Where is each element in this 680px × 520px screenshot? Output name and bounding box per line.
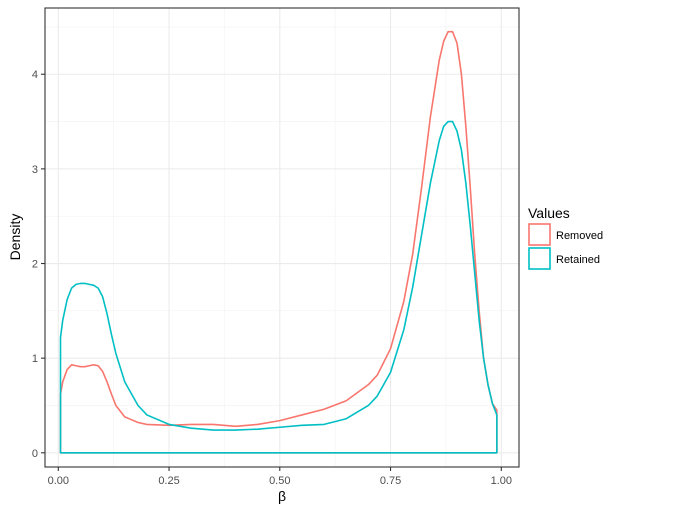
x-tick-label: 0.25	[158, 475, 179, 487]
legend-items: Removed Retained	[528, 223, 603, 270]
x-tick-label: 1.00	[491, 475, 512, 487]
y-tick-label: 0	[32, 448, 38, 460]
legend: Values Removed Retained	[528, 205, 603, 270]
x-tick-label: 0.75	[380, 475, 401, 487]
x-axis: 0.00 0.25 0.50 0.75 1.00	[48, 467, 512, 487]
y-tick-label: 1	[32, 353, 38, 365]
gridlines	[45, 8, 519, 467]
panel-border	[44, 7, 520, 468]
x-tick-label: 0.00	[48, 475, 69, 487]
legend-label-retained: Retained	[556, 254, 600, 266]
legend-key-removed	[528, 223, 551, 246]
x-tick-label: 0.50	[269, 475, 290, 487]
y-axis-title: Density	[7, 214, 23, 261]
series-line-retained	[59, 120, 498, 454]
x-axis-title: β	[278, 488, 286, 504]
legend-label-removed: Removed	[556, 230, 603, 242]
legend-key-retained	[528, 247, 551, 270]
series-line-removed	[59, 30, 498, 454]
y-axis: 0 1 2 3 4	[32, 69, 45, 460]
y-tick-label: 4	[32, 69, 38, 81]
y-tick-label: 3	[32, 164, 38, 176]
plot-series	[59, 30, 498, 454]
legend-title: Values	[528, 205, 570, 221]
y-tick-label: 2	[32, 259, 38, 271]
